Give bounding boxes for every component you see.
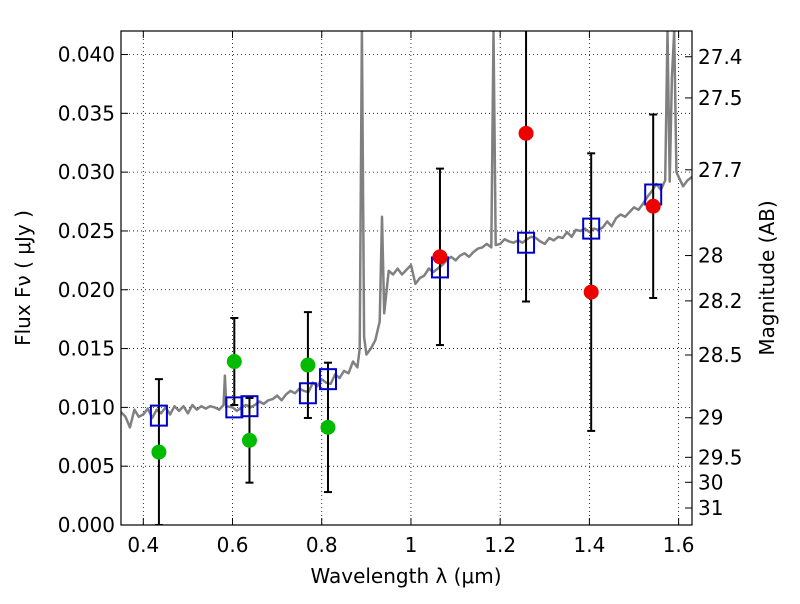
optical-photometry-point bbox=[226, 354, 242, 370]
x-tick-label: 1 bbox=[405, 533, 418, 557]
right-tick-label: 27.7 bbox=[698, 158, 743, 182]
axis-ticks: 0.4 0.6 0.8 1 1.2 1.4 1.6 0.000 0.005 0.010 0.015 0… bbox=[58, 31, 743, 557]
nir-photometry-point bbox=[583, 284, 599, 300]
synthetic-photometry-square bbox=[517, 231, 536, 254]
y-tick-label: 0.010 bbox=[58, 395, 115, 419]
synthetic-photometry-square bbox=[582, 217, 601, 240]
observed-photometry-group bbox=[151, 125, 661, 460]
x-tick-label: 0.8 bbox=[306, 533, 338, 557]
x-axis-title: Wavelength λ (μm) bbox=[310, 564, 501, 588]
synthetic-photometry-square bbox=[149, 404, 168, 427]
nir-photometry-point bbox=[432, 249, 448, 265]
optical-photometry-point bbox=[151, 444, 167, 460]
right-tick-label: 28.5 bbox=[698, 343, 743, 367]
optical-photometry-point bbox=[300, 357, 316, 373]
optical-photometry-point bbox=[241, 432, 257, 448]
nir-photometry-point bbox=[518, 125, 534, 141]
y-tick-label: 0.025 bbox=[58, 219, 115, 243]
right-tick-label: 31 bbox=[698, 496, 723, 520]
y-axis-title: Flux Fν ( μJy ) bbox=[11, 210, 35, 346]
plot-frame bbox=[120, 30, 693, 526]
right-tick-label: 29 bbox=[698, 406, 723, 430]
nir-photometry-point bbox=[645, 198, 661, 214]
x-tick-label: 0.4 bbox=[127, 533, 159, 557]
synthetic-photometry-group bbox=[149, 183, 663, 427]
right-axis-title: Magnitude (AB) bbox=[755, 200, 779, 355]
x-tick-label: 1.2 bbox=[484, 533, 516, 557]
model-spectrum-group bbox=[121, 31, 692, 429]
y-tick-label: 0.040 bbox=[58, 43, 115, 67]
right-tick-label: 27.4 bbox=[698, 45, 743, 69]
right-tick-label: 28 bbox=[698, 244, 723, 268]
y-tick-label: 0.030 bbox=[58, 160, 115, 184]
y-tick-label: 0.005 bbox=[58, 454, 115, 478]
errorbars-group bbox=[154, 31, 658, 525]
x-tick-label: 1.6 bbox=[663, 533, 695, 557]
model-spectrum-line bbox=[121, 31, 692, 429]
y-tick-label: 0.020 bbox=[58, 278, 115, 302]
synthetic-photometry-square bbox=[318, 368, 337, 391]
synthetic-photometry-square bbox=[240, 395, 259, 418]
right-tick-label: 27.5 bbox=[698, 86, 743, 110]
y-tick-label: 0.035 bbox=[58, 101, 115, 125]
x-tick-label: 0.6 bbox=[217, 533, 249, 557]
right-tick-label: 28.2 bbox=[698, 289, 743, 313]
synthetic-photometry-square bbox=[298, 382, 317, 405]
optical-photometry-point bbox=[320, 419, 336, 435]
right-tick-label: 29.5 bbox=[698, 445, 743, 469]
x-tick-label: 1.4 bbox=[573, 533, 605, 557]
y-tick-label: 0.015 bbox=[58, 337, 115, 361]
grid-lines bbox=[121, 31, 692, 526]
y-tick-label: 0.000 bbox=[58, 513, 115, 537]
right-tick-label: 30 bbox=[698, 470, 723, 494]
